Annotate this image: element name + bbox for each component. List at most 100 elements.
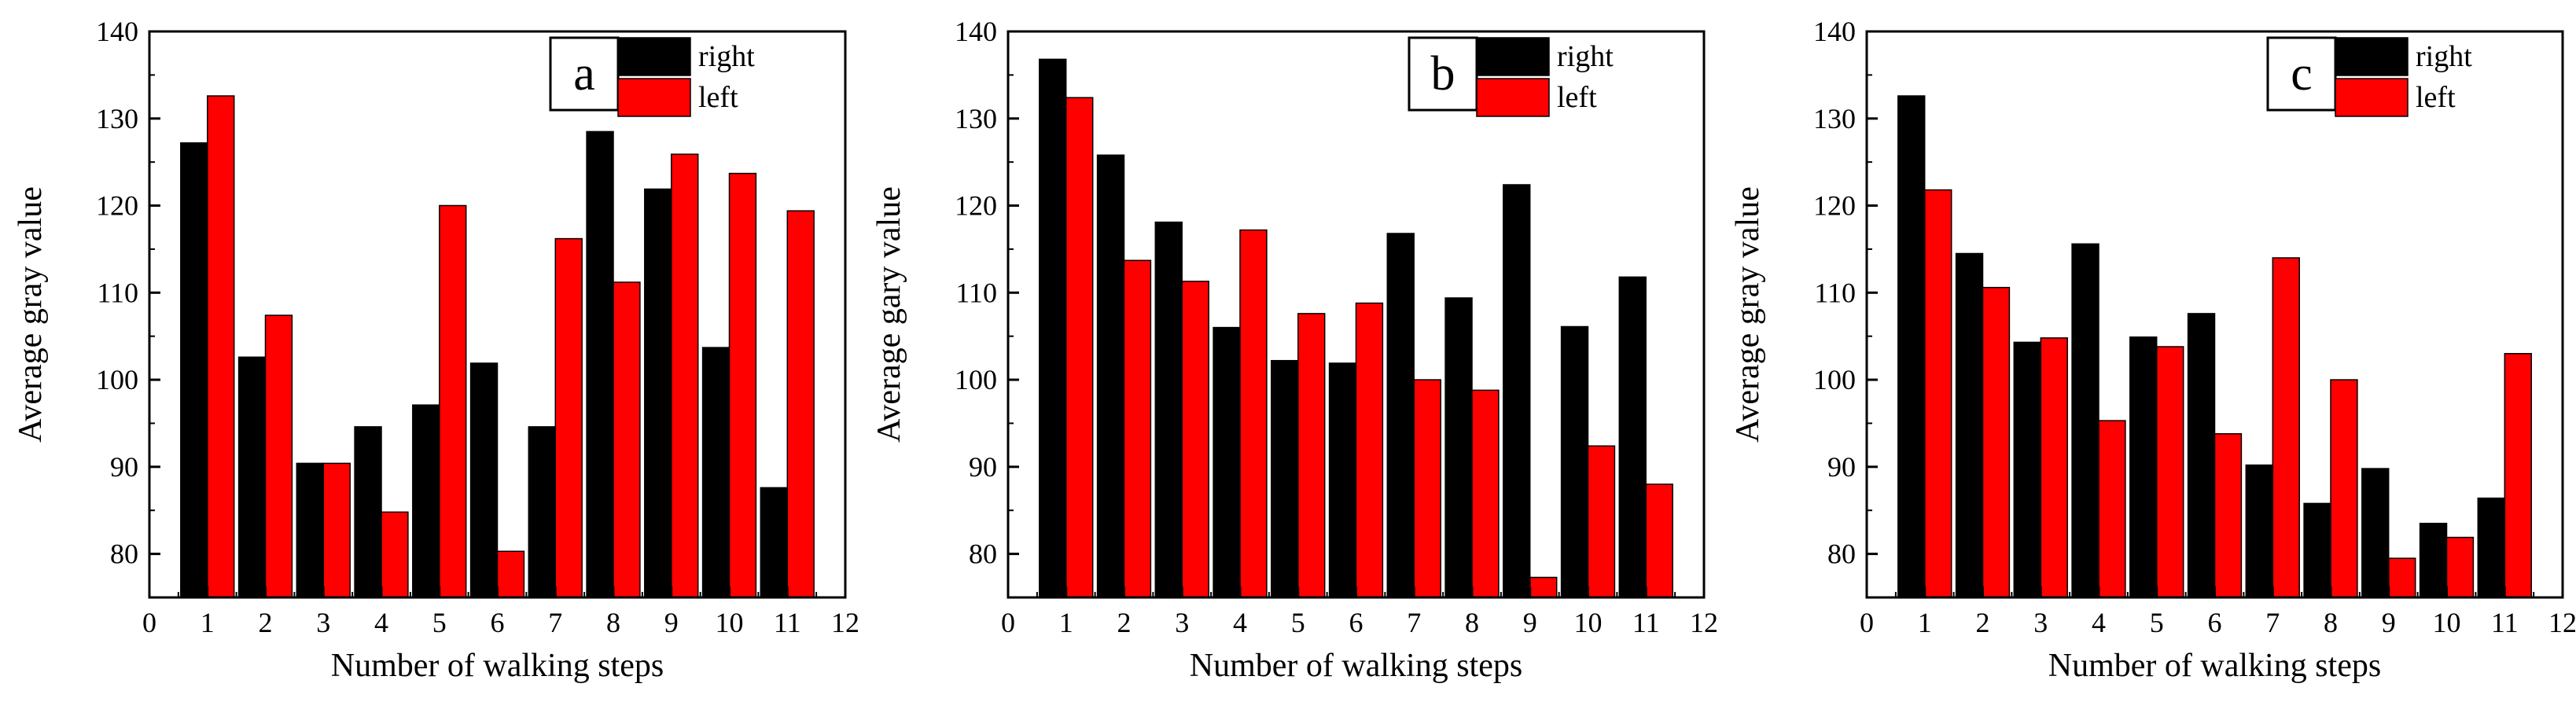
x-tick-label: 2 xyxy=(1976,607,1990,638)
x-axis-label: Number of walking steps xyxy=(2048,648,2381,684)
chart-panel-b: 0 1 2 3 4 5 6 7 8 9 10 11 12 80 90 100 110 120 130 140 Numbe… xyxy=(859,0,1718,720)
bar-left-step-10 xyxy=(1587,445,1616,598)
legend-label-left: left xyxy=(2416,81,2456,114)
bar-right-step-4 xyxy=(1213,326,1241,598)
x-tick-label: 0 xyxy=(1001,607,1015,638)
bar-right-step-5 xyxy=(1271,359,1299,598)
legend-label-right: right xyxy=(698,40,755,73)
x-tick-label: 12 xyxy=(831,607,859,638)
bar-right-step-7 xyxy=(528,426,556,598)
bar-left-step-3 xyxy=(322,462,351,598)
bar-right-step-4 xyxy=(2071,243,2099,598)
x-tick-label: 0 xyxy=(1860,607,1874,638)
bar-right-step-10 xyxy=(1560,325,1589,598)
y-tick-label: 140 xyxy=(1813,16,1856,47)
legend-swatch-left xyxy=(1476,78,1550,117)
bar-right-step-4 xyxy=(354,426,382,598)
bar-right-step-6 xyxy=(469,362,499,598)
bar-right-step-11 xyxy=(1618,276,1647,598)
x-tick-label: 4 xyxy=(2092,607,2106,638)
bar-left-step-1 xyxy=(207,95,235,598)
panel-label: c xyxy=(2291,47,2313,101)
bar-right-step-2 xyxy=(1096,154,1125,598)
y-tick-label: 100 xyxy=(96,364,138,395)
bar-left-step-10 xyxy=(2445,536,2475,598)
y-tick-label: 90 xyxy=(1827,451,1856,483)
bar-right-step-11 xyxy=(760,487,788,598)
bar-right-step-1 xyxy=(180,142,208,598)
bar-left-step-9 xyxy=(671,153,699,598)
bar-right-step-8 xyxy=(1444,297,1473,598)
y-axis-label: Average gray value xyxy=(13,186,49,443)
bar-right-step-10 xyxy=(2419,523,2448,598)
x-tick-label: 7 xyxy=(548,607,562,638)
legend-label-left: left xyxy=(698,81,738,114)
bar-left-step-7 xyxy=(2272,257,2300,598)
x-tick-label: 1 xyxy=(201,607,215,638)
y-tick-label: 80 xyxy=(969,538,997,570)
bar-left-step-7 xyxy=(1413,379,1441,598)
y-tick-label: 140 xyxy=(96,16,138,47)
bar-right-step-5 xyxy=(412,404,440,598)
panel-label: b xyxy=(1431,47,1455,101)
legend-swatch-right xyxy=(2335,37,2409,76)
x-tick-label: 3 xyxy=(2033,607,2048,638)
x-tick-label: 9 xyxy=(664,607,679,638)
bar-right-step-3 xyxy=(2013,341,2041,598)
bar-left-step-8 xyxy=(2330,379,2358,598)
chart-panel-a: 0 1 2 3 4 5 6 7 8 9 10 11 12 80 90 100 110 120 130 140 Numbe… xyxy=(0,0,859,720)
y-tick-label: 140 xyxy=(955,16,997,47)
legend-label-right: right xyxy=(1557,40,1614,73)
bar-left-step-9 xyxy=(1529,576,1558,598)
bar-left-step-6 xyxy=(2214,433,2243,598)
bar-right-step-7 xyxy=(2245,464,2273,598)
bar-left-step-1 xyxy=(1924,189,1952,598)
x-tick-label: 1 xyxy=(1918,607,1932,638)
y-tick-label: 130 xyxy=(96,103,138,134)
bar-left-step-5 xyxy=(439,204,467,598)
x-tick-label: 6 xyxy=(2208,607,2222,638)
y-tick-label: 80 xyxy=(1827,538,1856,570)
panel-label-box xyxy=(2266,36,2337,112)
bar-left-step-5 xyxy=(1297,313,1326,598)
bar-left-step-7 xyxy=(554,237,583,598)
x-tick-label: 2 xyxy=(1117,607,1132,638)
y-axis-label: Average gray value xyxy=(1730,186,1766,443)
chart-svg: 0 1 2 3 4 5 6 7 8 9 10 11 128090100110120130140Numbe… xyxy=(1730,16,2576,684)
bar-right-step-2 xyxy=(1955,252,1984,598)
bar-left-step-11 xyxy=(2504,353,2532,598)
x-tick-label: 2 xyxy=(259,607,273,638)
bar-left-step-6 xyxy=(1355,302,1384,598)
y-tick-label: 110 xyxy=(1814,277,1856,308)
bar-left-step-9 xyxy=(2388,557,2416,598)
bar-right-step-7 xyxy=(1386,233,1415,598)
bar-right-step-9 xyxy=(1503,184,1531,598)
bar-right-step-10 xyxy=(701,347,730,598)
x-tick-label: 8 xyxy=(2324,607,2338,638)
x-tick-label: 0 xyxy=(142,607,156,638)
y-tick-label: 130 xyxy=(1813,103,1856,134)
x-tick-label: 6 xyxy=(1349,607,1363,638)
x-tick-label: 10 xyxy=(2433,607,2461,638)
bar-right-step-1 xyxy=(1039,58,1067,598)
x-tick-label: 3 xyxy=(316,607,330,638)
y-tick-label: 90 xyxy=(969,451,997,483)
y-tick-label: 110 xyxy=(97,277,138,308)
bar-left-step-2 xyxy=(264,314,293,598)
bar-left-step-8 xyxy=(1471,389,1500,598)
x-tick-label: 12 xyxy=(1690,607,1717,638)
bar-right-step-8 xyxy=(586,130,614,598)
x-tick-label: 6 xyxy=(491,607,505,638)
bar-left-step-1 xyxy=(1065,97,1094,598)
x-tick-label: 8 xyxy=(1465,607,1479,638)
y-tick-label: 100 xyxy=(955,364,997,395)
x-tick-label: 11 xyxy=(1632,607,1660,638)
x-tick-label: 4 xyxy=(1233,607,1247,638)
bar-right-step-11 xyxy=(2477,497,2505,598)
bar-right-step-5 xyxy=(2129,336,2158,598)
bar-left-step-2 xyxy=(1982,286,2011,598)
y-axis-label: Average gary value xyxy=(871,186,907,443)
bar-right-step-3 xyxy=(296,462,324,598)
bar-right-step-2 xyxy=(237,356,267,598)
bar-right-step-6 xyxy=(1328,362,1357,598)
